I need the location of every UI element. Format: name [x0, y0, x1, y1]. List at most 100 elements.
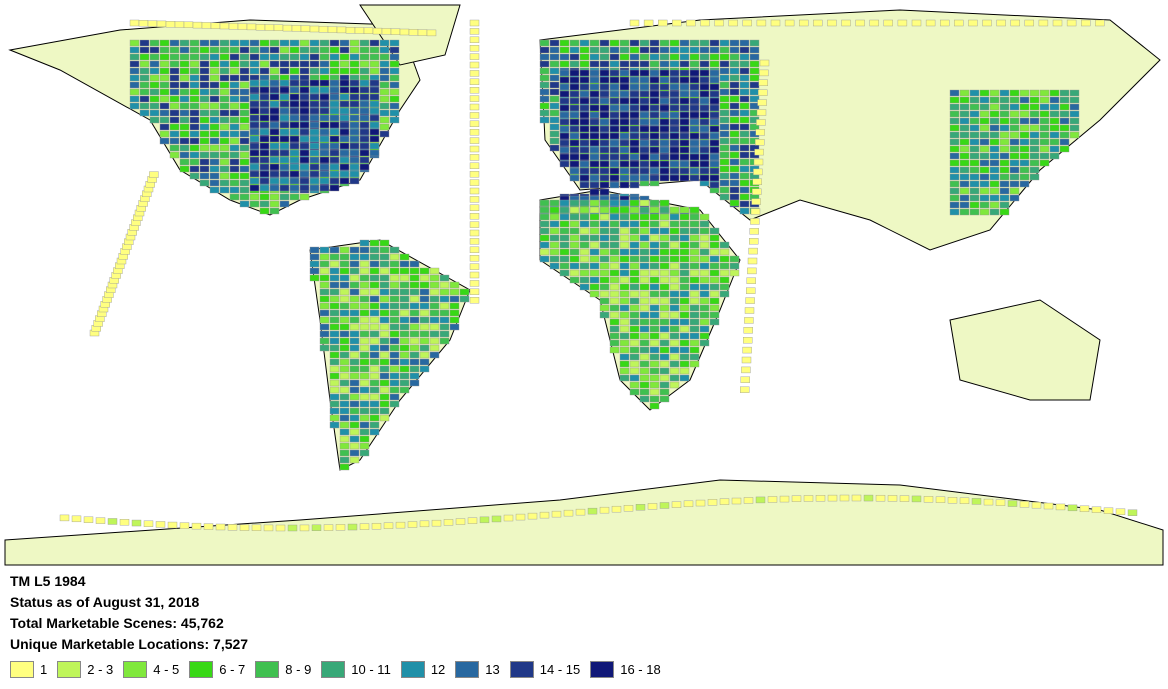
- scene-tile: [659, 311, 670, 319]
- scene-tile: [399, 372, 410, 380]
- scene-tile: [689, 104, 700, 112]
- scene-tile: [959, 194, 970, 202]
- scene-tile: [729, 137, 740, 145]
- scene-tile: [559, 46, 570, 54]
- scene-tile: [289, 114, 300, 122]
- scene-tile: [959, 208, 970, 216]
- scene-tile: [219, 144, 230, 152]
- scene-tile: [969, 131, 980, 139]
- world-coverage-map: [4, 4, 1164, 566]
- scene-tile: [1007, 500, 1018, 507]
- scene-tile: [309, 267, 320, 275]
- scene-tile: [749, 74, 760, 82]
- scene-tile: [599, 269, 610, 277]
- scene-tile: [659, 76, 670, 84]
- scene-tile: [469, 297, 480, 304]
- scene-tile: [579, 213, 590, 221]
- scene-tile: [649, 262, 660, 270]
- scene-tile: [719, 269, 730, 277]
- scene-tile: [719, 498, 730, 505]
- scene-tile: [219, 151, 230, 159]
- scene-tile: [559, 53, 570, 61]
- scene-tile: [549, 234, 560, 242]
- scene-tile: [349, 100, 360, 108]
- scene-tile: [669, 104, 680, 112]
- scene-tile: [639, 174, 650, 182]
- scene-tile: [639, 304, 650, 312]
- scene-tile: [739, 130, 750, 138]
- scene-tile: [269, 184, 280, 192]
- scene-tile: [714, 19, 724, 27]
- scene-tile: [699, 325, 710, 333]
- scene-tile: [1009, 187, 1020, 195]
- scene-tile: [469, 162, 480, 170]
- scene-tile: [539, 213, 550, 221]
- scene-tile: [369, 246, 380, 254]
- scene-tile: [359, 239, 370, 247]
- scene-tile: [389, 260, 400, 268]
- scene-tile: [1009, 89, 1020, 97]
- scene-tile: [635, 504, 646, 511]
- scene-tile: [409, 365, 420, 373]
- scene-tile: [679, 304, 690, 312]
- scene-tile: [779, 495, 790, 503]
- scene-tile: [659, 325, 670, 333]
- scene-tile: [339, 316, 350, 324]
- scene-tile: [599, 199, 610, 207]
- scene-tile: [1029, 152, 1040, 160]
- scene-tile: [179, 67, 190, 75]
- scene-tile: [249, 121, 260, 129]
- scene-tile: [679, 90, 690, 98]
- scene-tile: [989, 201, 1000, 209]
- scene-tile: [369, 60, 380, 68]
- scene-tile: [609, 69, 620, 77]
- scene-tile: [770, 19, 781, 27]
- scene-tile: [419, 351, 430, 359]
- scene-tile: [729, 116, 740, 124]
- scene-tile: [649, 248, 660, 256]
- scene-tile: [159, 60, 170, 68]
- scene-tile: [249, 53, 260, 61]
- scene-tile: [309, 184, 320, 192]
- scene-tile: [309, 121, 320, 129]
- scene-tile: [255, 24, 266, 31]
- scene-tile: [679, 174, 690, 182]
- scene-tile: [339, 156, 350, 164]
- scene-tile: [1049, 110, 1060, 118]
- scene-tile: [249, 177, 260, 185]
- scene-tile: [372, 27, 383, 35]
- scene-tile: [639, 199, 650, 207]
- scene-tile: [1019, 138, 1030, 146]
- scene-tile: [299, 184, 310, 192]
- scene-tile: [339, 177, 350, 185]
- scene-tile: [999, 89, 1010, 97]
- scene-tile: [169, 39, 180, 47]
- scene-tile: [359, 135, 370, 143]
- scene-tile: [559, 104, 570, 112]
- scene-tile: [679, 160, 690, 168]
- scene-tile: [699, 276, 710, 284]
- scene-tile: [323, 524, 334, 531]
- scene-tile: [469, 103, 480, 111]
- scene-tile: [349, 93, 360, 101]
- scene-tile: [569, 60, 580, 68]
- scene-tile: [399, 253, 410, 261]
- scene-tile: [649, 132, 660, 140]
- scene-tile: [629, 90, 640, 98]
- scene-tile: [954, 19, 964, 27]
- scene-tile: [949, 110, 960, 118]
- scene-tile: [1049, 96, 1060, 104]
- scene-tile: [539, 116, 550, 124]
- scene-tile: [419, 365, 430, 373]
- scene-tile: [369, 421, 380, 429]
- scene-tile: [619, 83, 630, 91]
- scene-tile: [689, 311, 700, 319]
- scene-tile: [419, 267, 430, 275]
- scene-tile: [679, 69, 690, 77]
- scene-tile: [379, 267, 390, 275]
- scene-tile: [569, 39, 580, 47]
- scene-tile: [269, 107, 280, 115]
- scene-tile: [639, 360, 650, 368]
- scene-tile: [569, 53, 580, 61]
- scene-tile: [639, 97, 650, 105]
